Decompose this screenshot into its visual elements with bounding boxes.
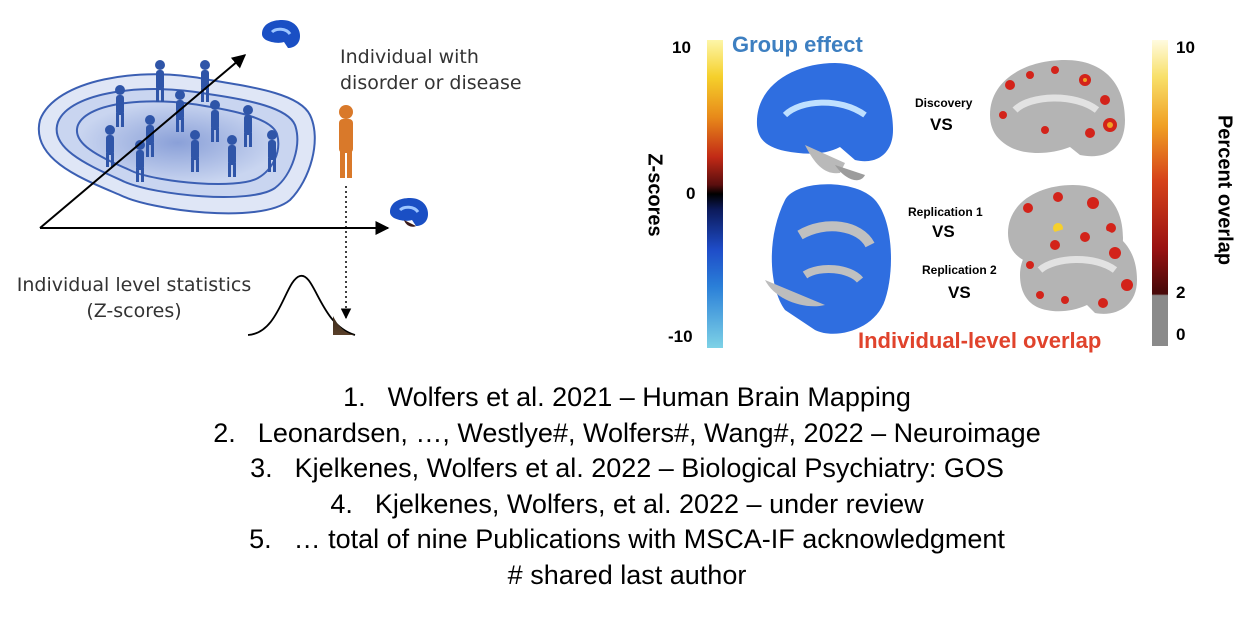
vs-label-discovery: VS: [930, 115, 953, 134]
zscore-tick-mid: 0: [686, 184, 696, 203]
vs-label-replication2: VS: [948, 283, 971, 302]
group-effect-brain-lower: [765, 184, 891, 334]
percent-overlap-colorbar: [1152, 40, 1168, 346]
footnote: # shared last author: [507, 559, 747, 590]
group-effect-title: Group effect: [732, 32, 863, 57]
axis-upper-arrow: [39, 54, 247, 229]
comparison-label-replication1: Replication 1: [908, 205, 983, 219]
references-list: 1. Wolfers et al. 2021 – Human Brain Mapp…: [0, 380, 1254, 593]
comparison-label-discovery: Discovery: [915, 96, 973, 110]
comparison-label-replication2: Replication 2: [922, 263, 997, 277]
stats-label: Individual level statistics (Z-scores): [16, 274, 252, 322]
individual-overlap-title: Individual-level overlap: [858, 328, 1102, 353]
percent-tick-mid: 2: [1176, 283, 1186, 302]
zscore-tick-top: 10: [672, 38, 691, 57]
zscore-axis-label: Z-scores: [643, 153, 666, 237]
population-people: [105, 60, 277, 182]
individual-overlap-brains: [990, 60, 1137, 314]
reference-item: 3. Kjelkenes, Wolfers et al. 2022 – Biolo…: [250, 453, 1004, 483]
zscore-colorbar: [707, 40, 723, 348]
vs-label-replication1: VS: [932, 222, 955, 241]
reference-item: 1. Wolfers et al. 2021 – Human Brain Mapp…: [343, 382, 911, 412]
percent-tick-top: 10: [1176, 38, 1195, 57]
individual-person-icon: [339, 105, 353, 178]
percent-tick-bottom: 0: [1176, 325, 1186, 344]
brain-icon-top: [262, 20, 300, 48]
bell-curve: [247, 275, 356, 336]
zscore-tick-bottom: -10: [668, 327, 693, 346]
percent-axis-label: Percent overlap: [1213, 114, 1236, 266]
individual-label: Individual with disorder or disease: [340, 46, 522, 94]
reference-item: 5.… total of nine Publications with MSCA…: [249, 524, 1005, 554]
overlap-brain-discovery: [990, 60, 1125, 157]
normative-model-diagram: [37, 20, 428, 336]
reference-item: 4. Kjelkenes, Wolfers, et al. 2022 – unde…: [330, 488, 924, 519]
group-effect-brain-upper: [756, 63, 893, 181]
group-effect-brains: [756, 63, 893, 334]
overlap-brain-replication2: [1020, 227, 1137, 314]
brain-icon-right: [390, 198, 428, 227]
reference-item: 2. Leonardsen, …, Westlye#, Wolfers#, Wan…: [213, 417, 1041, 448]
